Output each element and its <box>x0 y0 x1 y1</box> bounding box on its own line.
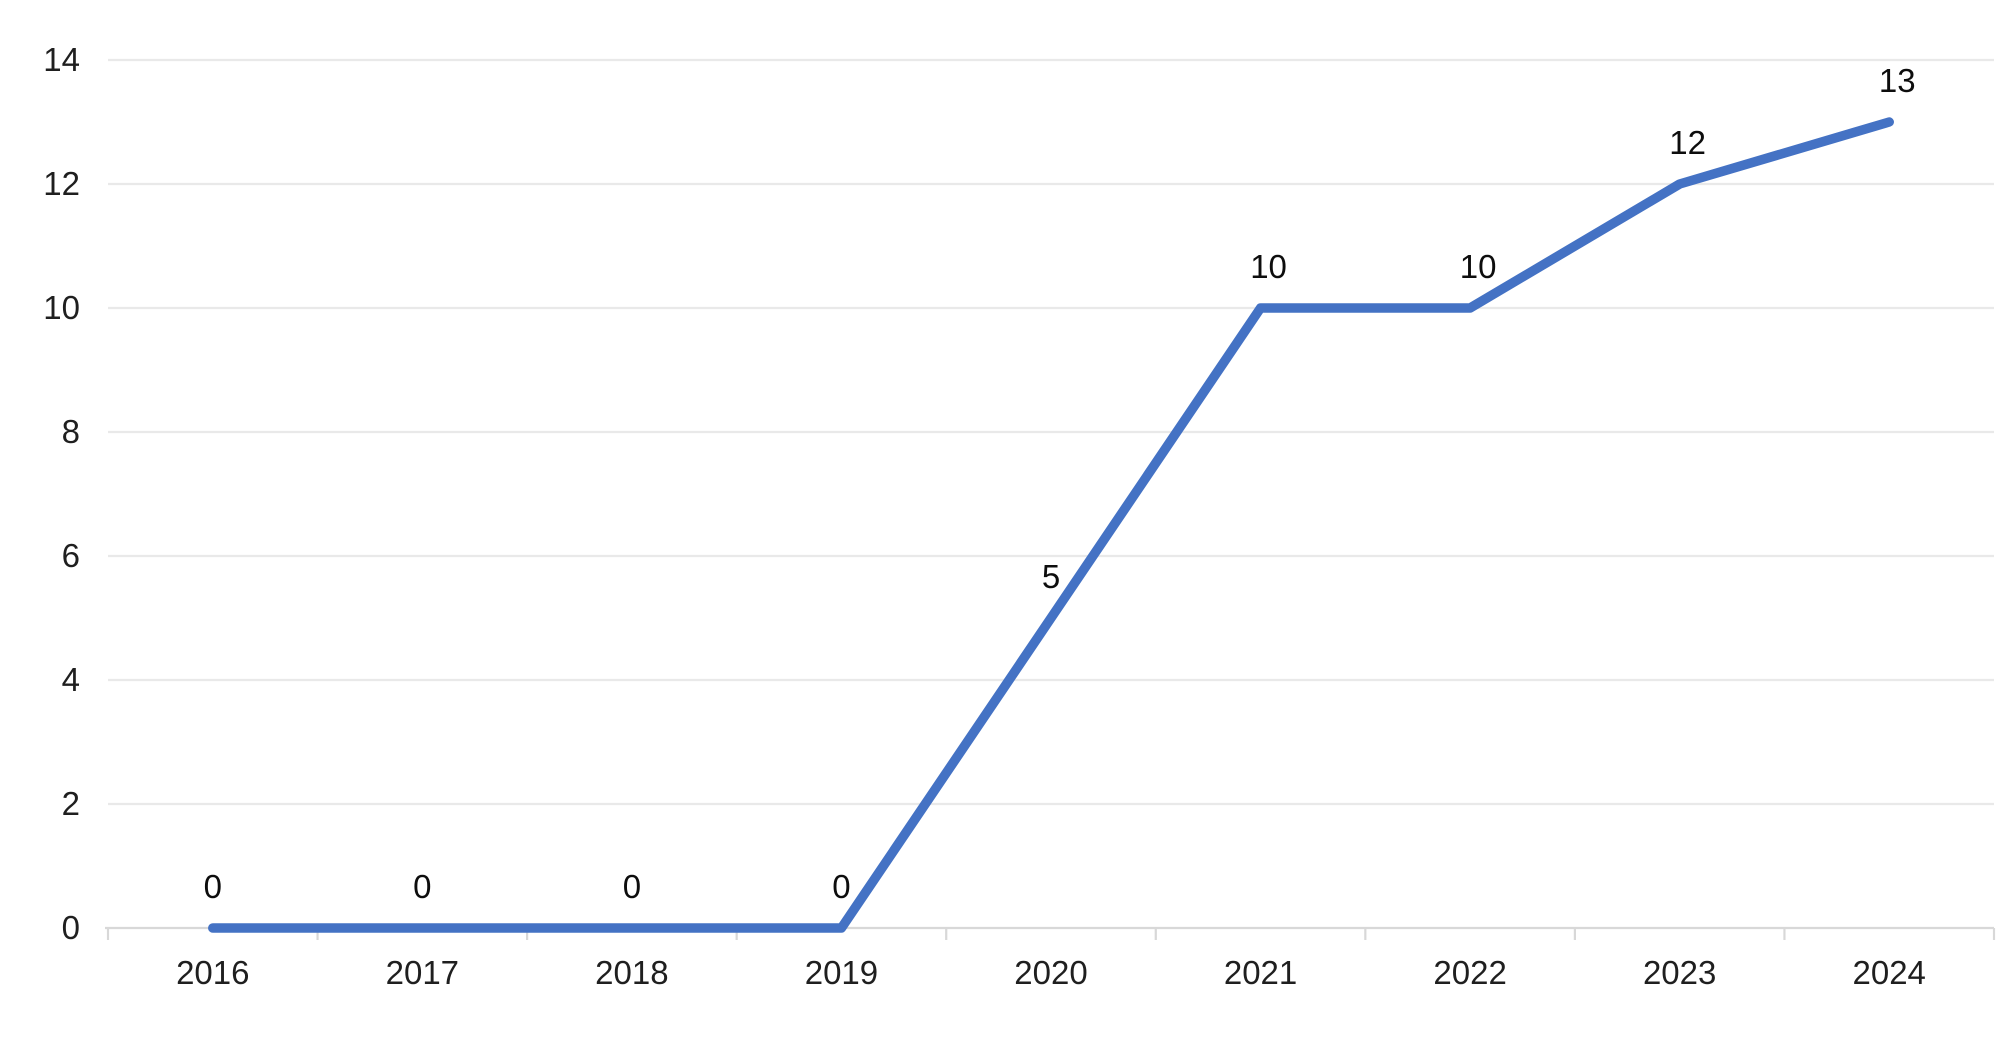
data-label: 5 <box>1042 558 1060 595</box>
y-axis-label: 8 <box>62 413 80 450</box>
series-line <box>208 117 1894 933</box>
x-axis-label: 2024 <box>1853 954 1926 991</box>
y-axis-label: 0 <box>62 909 80 946</box>
data-label: 0 <box>204 868 222 905</box>
data-label: 12 <box>1669 124 1706 161</box>
data-label: 0 <box>832 868 850 905</box>
y-axis-label: 4 <box>62 661 80 698</box>
y-axis-label: 12 <box>43 165 80 202</box>
x-axis-label: 2017 <box>386 954 459 991</box>
y-axis-label: 10 <box>43 289 80 326</box>
x-axis-label: 2019 <box>805 954 878 991</box>
data-label: 0 <box>413 868 431 905</box>
y-axis-label: 6 <box>62 537 80 574</box>
data-label: 10 <box>1250 248 1287 285</box>
y-axis-label: 14 <box>43 41 80 78</box>
data-label: 13 <box>1879 62 1916 99</box>
y-axis-label: 2 <box>62 785 80 822</box>
x-axis-label: 2022 <box>1433 954 1506 991</box>
data-label: 0 <box>623 868 641 905</box>
x-axis-label: 2016 <box>176 954 249 991</box>
x-axis-label: 2020 <box>1014 954 1087 991</box>
x-axis-label: 2021 <box>1224 954 1297 991</box>
data-label: 10 <box>1460 248 1497 285</box>
x-axis-label: 2018 <box>595 954 668 991</box>
x-axis-label: 2023 <box>1643 954 1716 991</box>
